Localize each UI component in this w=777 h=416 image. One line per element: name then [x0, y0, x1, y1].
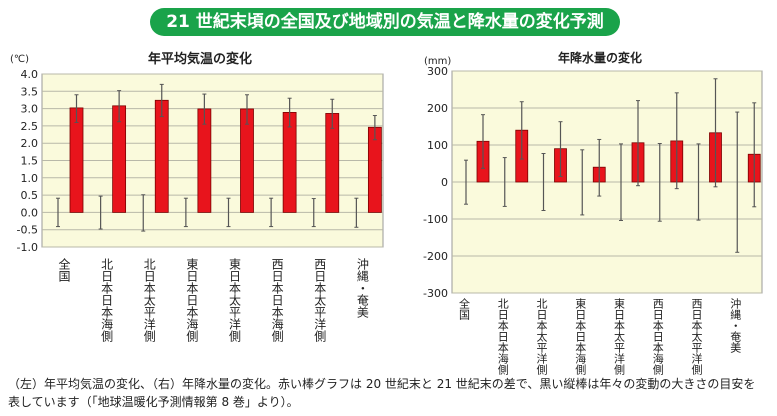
chart-title: 年降水量の変化 — [558, 50, 642, 65]
y-tick-label: 0.5 — [21, 189, 39, 202]
y-unit-label: (℃) — [10, 54, 29, 65]
category-label: 西日本日本海側 — [651, 298, 664, 375]
category-label: 西日本日本海側 — [270, 258, 284, 342]
category-label: 西日本太平洋側 — [313, 258, 327, 342]
y-tick-label: 300 — [427, 65, 448, 78]
y-tick-label: 1.5 — [21, 155, 39, 168]
y-tick-label: -100 — [423, 213, 448, 226]
caption-line-1: （左）年平均気温の変化、（右）年降水量の変化。赤い棒グラフは 20 世紀末と 2… — [8, 377, 756, 391]
category-label: 東日本太平洋側 — [228, 258, 242, 342]
category-label: 沖縄・奄美 — [355, 258, 369, 318]
category-label: 東日本日本海側 — [574, 298, 587, 375]
y-tick-label: -1.0 — [17, 241, 38, 254]
y-tick-label: 2.0 — [21, 137, 39, 150]
y-tick-label: -0.5 — [17, 224, 38, 237]
y-tick-label: -300 — [423, 287, 448, 300]
y-tick-label: 3.0 — [21, 103, 39, 116]
category-label: 沖縄・奄美 — [729, 298, 742, 353]
y-tick-label: -200 — [423, 250, 448, 263]
category-label: 北日本太平洋側 — [142, 258, 156, 342]
bar — [69, 107, 84, 213]
chart-title: 年平均気温の変化 — [148, 51, 252, 67]
bar — [154, 99, 169, 213]
category-label: 北日本日本海側 — [496, 298, 509, 375]
caption-line-2: 表しています（「地球温暖化予測情報第 8 巻」より）。 — [8, 395, 299, 409]
category-label: 北日本太平洋側 — [535, 298, 548, 375]
y-tick-label: 0.0 — [21, 206, 39, 219]
category-label: 北日本日本海側 — [100, 258, 114, 342]
y-unit-label: (mm) — [424, 56, 451, 67]
y-tick-label: 4.0 — [21, 68, 39, 81]
y-tick-label: 200 — [427, 102, 448, 115]
y-tick-label: 3.5 — [21, 85, 39, 98]
y-tick-label: 100 — [427, 139, 448, 152]
y-tick-label: 0 — [441, 176, 448, 189]
category-label: 全国 — [57, 257, 71, 282]
category-label: 東日本太平洋側 — [613, 298, 626, 375]
page-title: 21 世紀末頃の全国及び地域別の気温と降水量の変化予測 — [150, 8, 620, 36]
y-tick-label: 2.5 — [21, 120, 39, 133]
y-tick-label: 1.0 — [21, 172, 39, 185]
category-label: 西日本太平洋側 — [690, 298, 703, 375]
category-label: 全国 — [458, 297, 471, 321]
category-label: 東日本日本海側 — [185, 258, 199, 342]
